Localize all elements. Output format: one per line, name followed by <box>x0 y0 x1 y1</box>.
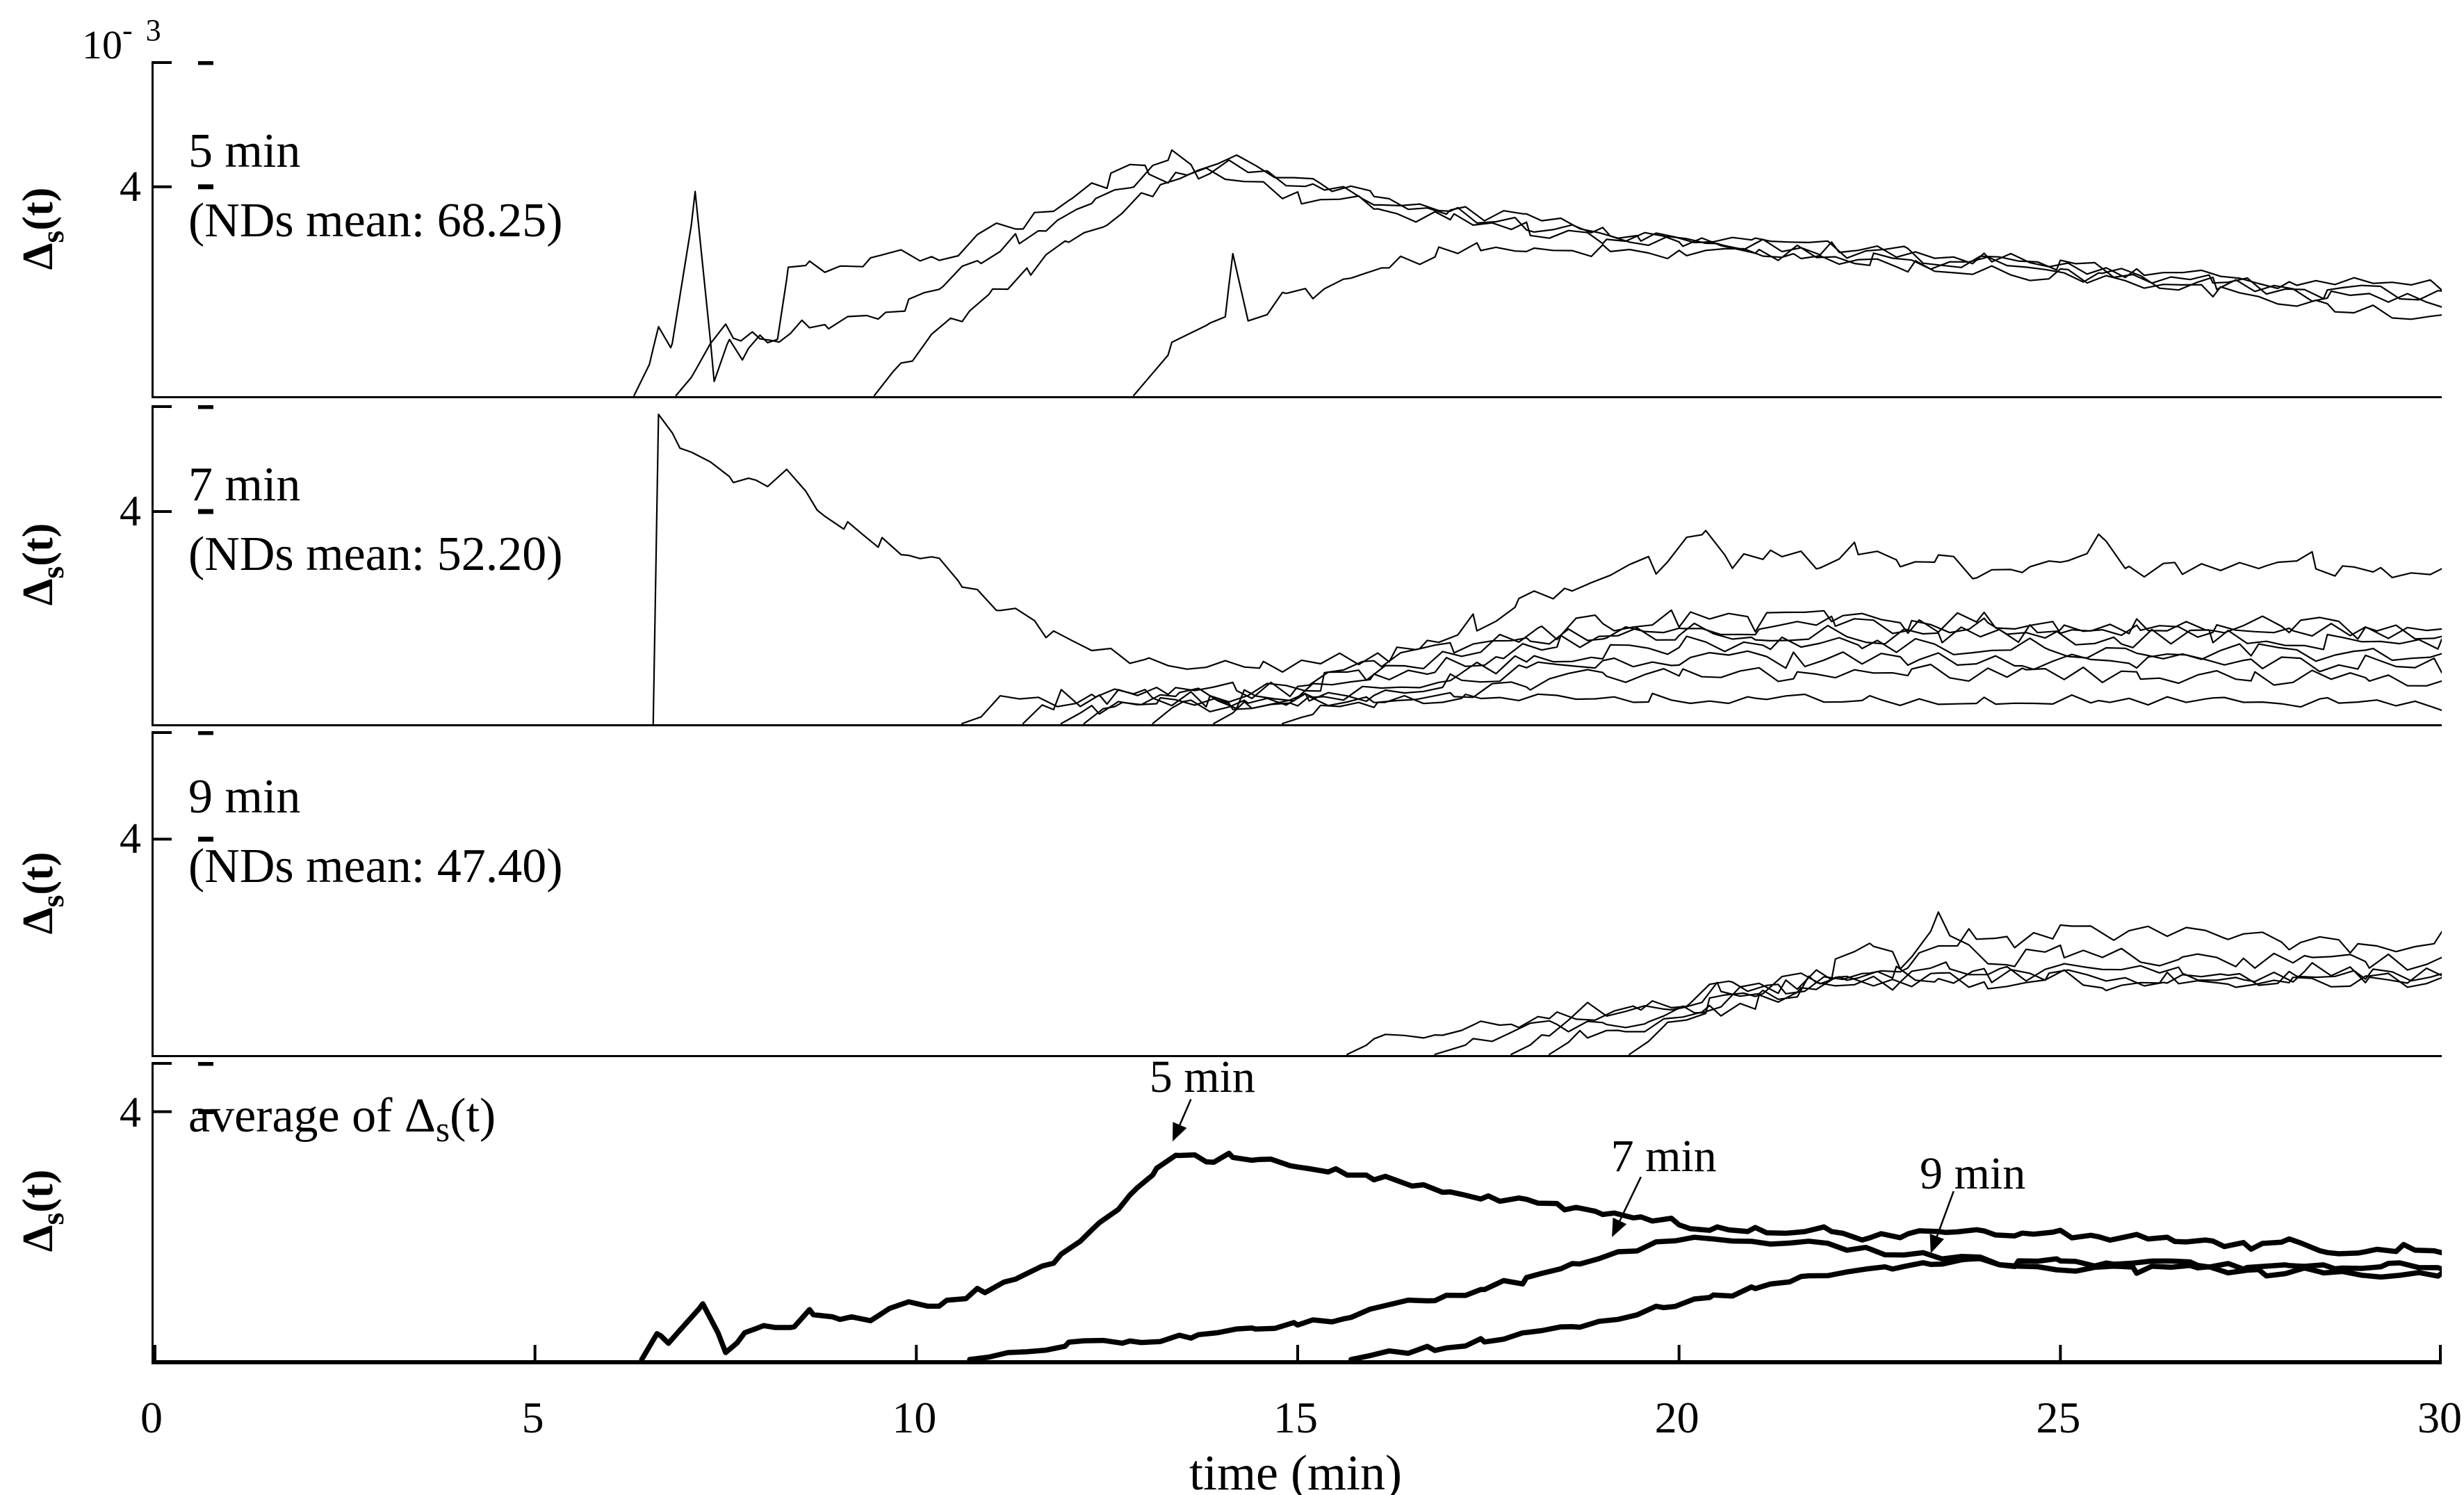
ylabel-delta: Δ <box>15 1225 62 1252</box>
subplot-5min-title: 5 min <box>188 124 301 178</box>
x-tick-label: 30 <box>2417 1393 2462 1442</box>
x-tick-label: 20 <box>1654 1393 1699 1442</box>
ylabel-arg: (t) <box>15 523 62 566</box>
subplot-5min-labels: 5 min (NDs mean: 68.25) <box>188 117 563 256</box>
subplot-7min: Δs(t) 4 7 min (NDs mean: 52.20) <box>15 405 2442 726</box>
ytick-label-4: 4 <box>120 488 141 535</box>
x-axis-label: time (min) <box>1189 1445 1402 1495</box>
subplot-9min: Δs(t) 4 9 min (NDs mean: 47.40) <box>15 731 2442 1057</box>
subplot-5min-subtitle: (NDs mean: 68.25) <box>188 194 563 247</box>
curve-annotation: 9 min <box>1920 1147 2026 1199</box>
scale-exponent: - 3 <box>122 13 164 47</box>
subplot-7min-labels: 7 min (NDs mean: 52.20) <box>188 450 563 589</box>
subplot-9min-canvas <box>154 731 2442 1055</box>
ytick-label-4: 4 <box>120 163 141 211</box>
ylabel-subscript: s <box>35 230 70 243</box>
subplot-5min-canvas <box>154 61 2442 396</box>
x-tick-label: 10 <box>892 1393 937 1442</box>
ylabel-delta: Δ <box>15 907 62 935</box>
y-axis-scale-factor: 10- 3 <box>82 10 164 66</box>
x-tick-label: 15 <box>1273 1393 1318 1442</box>
ylabel-subscript: s <box>35 1212 70 1225</box>
ylabel-arg: (t) <box>15 1169 62 1213</box>
subplot-5min: Δs(t) 4 5 min (NDs mean: 68.25) <box>15 61 2442 398</box>
scale-base: 10 <box>82 22 122 67</box>
avg-title-arg: (t) <box>450 1089 496 1143</box>
y-axis-label: Δs(t) <box>14 1170 71 1252</box>
y-axis-label: Δs(t) <box>14 188 71 270</box>
x-tick-label: 0 <box>140 1393 163 1442</box>
subplot-7min-subtitle: (NDs mean: 52.20) <box>188 528 563 581</box>
ylabel-subscript: s <box>35 894 70 908</box>
subplot-9min-subtitle: (NDs mean: 47.40) <box>188 840 563 893</box>
curve-annotation: 5 min <box>1149 1052 1255 1103</box>
y-axis-label: Δs(t) <box>14 523 71 606</box>
ylabel-delta: Δ <box>15 243 62 270</box>
subplot-9min-labels: 9 min (NDs mean: 47.40) <box>188 762 563 901</box>
avg-title-subscript: s <box>435 1110 450 1150</box>
ylabel-delta: Δ <box>15 578 62 606</box>
subplot-average-canvas <box>154 1062 2442 1360</box>
subplot-average: Δs(t) 4 average of Δs(t) 5 min 7 min 9 min <box>15 1053 2442 1364</box>
subplot-7min-canvas <box>154 405 2442 724</box>
subplot-7min-title: 7 min <box>188 458 301 512</box>
subplot-9min-title: 9 min <box>188 770 301 824</box>
avg-title-base: average of Δ <box>188 1089 436 1143</box>
ylabel-arg: (t) <box>15 851 62 895</box>
ylabel-subscript: s <box>35 566 70 579</box>
curve-annotation: 7 min <box>1610 1130 1717 1182</box>
ylabel-arg: (t) <box>15 187 62 231</box>
x-tick-label: 5 <box>521 1393 544 1442</box>
subplot-average-labels: average of Δs(t) <box>188 1081 496 1165</box>
x-tick-label: 25 <box>2036 1393 2081 1442</box>
ytick-label-4: 4 <box>120 1089 141 1136</box>
ytick-label-4: 4 <box>120 815 141 863</box>
y-axis-label: Δs(t) <box>14 852 71 935</box>
subplot-average-title: average of Δs(t) <box>188 1081 496 1165</box>
